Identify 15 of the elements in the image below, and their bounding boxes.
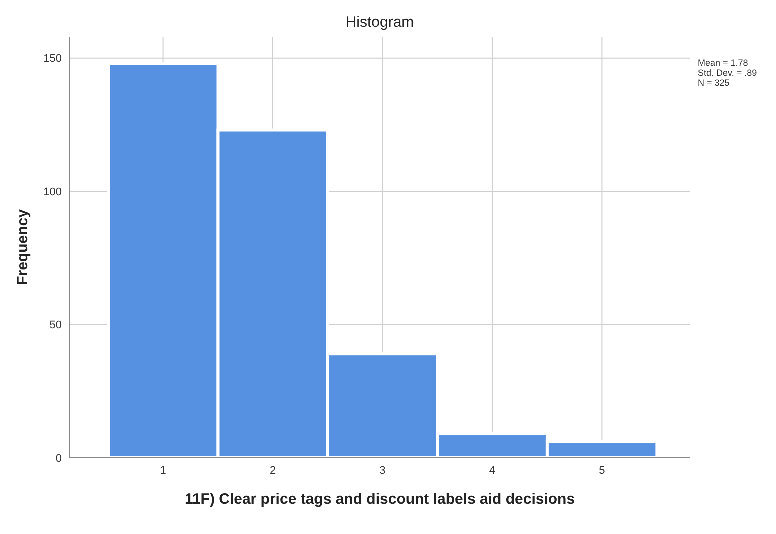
x-tick-label: 3	[380, 464, 386, 477]
x-tick-label: 1	[160, 464, 166, 477]
y-tick-label: 100	[44, 186, 62, 198]
text: Std. Dev. = .89	[698, 68, 758, 78]
y-tick-label: 0	[56, 452, 62, 465]
x-tick-label: 4	[489, 464, 496, 477]
text: N = 325	[698, 78, 731, 88]
y-tick-label: 50	[50, 320, 62, 332]
x-axis-title: 11F) Clear price tags and discount labels aid decisions	[184, 491, 576, 508]
x-tick-label: 5	[599, 464, 606, 477]
y-tick-label: 150	[44, 53, 62, 66]
text: Mean = 1.78	[698, 58, 750, 68]
x-tick-label: 2	[270, 464, 276, 477]
y-axis-title: Frequency	[14, 208, 32, 286]
chart-title: Histogram	[344, 14, 416, 31]
